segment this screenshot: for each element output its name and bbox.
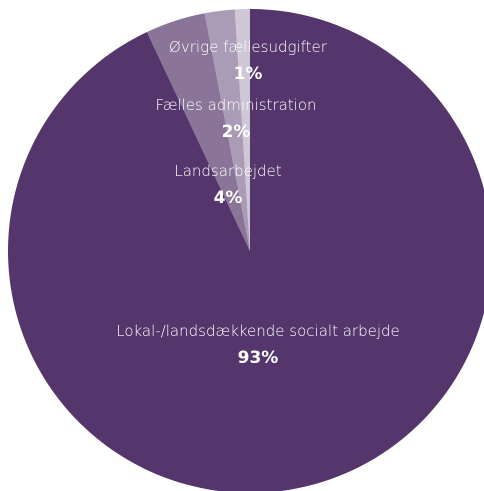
slice-value-label: 1% bbox=[234, 64, 263, 84]
pie-slices bbox=[8, 9, 484, 491]
slice-label: Øvrige fællesudgifter bbox=[169, 38, 328, 56]
slice-value-label: 4% bbox=[214, 188, 243, 208]
slice-label: Lokal-/landsdækkende socialt arbejde bbox=[116, 322, 400, 340]
pie-labels: Lokal-/landsdækkende socialt arbejde 93% L… bbox=[116, 38, 400, 368]
slice-value-label: 93% bbox=[238, 348, 279, 368]
pie-slice bbox=[8, 9, 484, 491]
slice-value-label: 2% bbox=[222, 122, 251, 142]
pie-slice bbox=[234, 9, 250, 251]
pie-slice bbox=[204, 9, 250, 251]
slice-label: Fælles administration bbox=[155, 96, 316, 114]
slice-label: Landsarbejdet bbox=[174, 162, 281, 180]
pie-slice bbox=[146, 13, 250, 252]
